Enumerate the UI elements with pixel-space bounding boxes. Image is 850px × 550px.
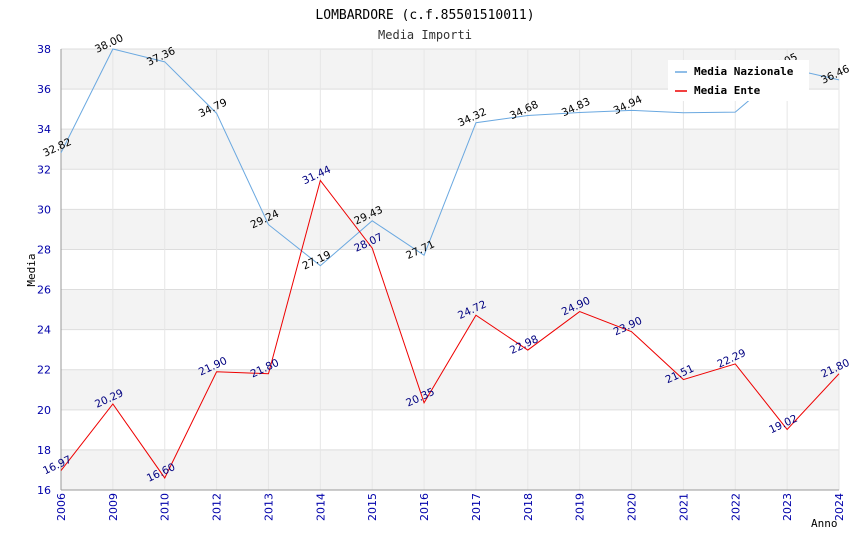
y-tick-label: 18 (37, 444, 51, 457)
x-tick-label: 2012 (211, 493, 224, 521)
x-tick-label: 2024 (833, 493, 846, 521)
y-tick-label: 32 (37, 163, 51, 176)
grid-lines (60, 48, 840, 491)
legend-label-media-ente: Media Ente (694, 84, 761, 97)
plot-bands (61, 49, 839, 490)
y-tick-label: 30 (37, 203, 51, 216)
x-tick-label: 2015 (366, 493, 379, 521)
plot-band (61, 129, 839, 170)
x-tick-label: 2021 (677, 493, 690, 521)
x-axis-label: Anno (811, 517, 838, 530)
y-tick-label: 38 (37, 43, 51, 56)
chart-subtitle: Media Importi (378, 28, 472, 42)
x-tick-label: 2013 (262, 493, 275, 521)
plot-band (61, 449, 839, 490)
y-tick-label: 28 (37, 243, 51, 256)
x-tick-label: 2017 (470, 493, 483, 521)
x-axis-ticks: 2006 2009 2010 2012 2013 2014 2015 2016 2017 2018… (55, 493, 846, 521)
legend: Media Nazionale Media Ente (668, 60, 809, 101)
data-label: 27.19 (301, 249, 333, 273)
series-line-media-ente (60, 179, 840, 479)
legend-label-media-nazionale: Media Nazionale (694, 65, 794, 78)
y-tick-label: 36 (37, 83, 51, 96)
data-label: 34.68 (508, 99, 540, 123)
plot-band (61, 369, 839, 410)
x-tick-label: 2022 (729, 493, 742, 521)
data-label: 22.98 (508, 333, 540, 357)
x-tick-label: 2016 (418, 493, 431, 521)
data-label: 34.94 (612, 93, 645, 117)
plot-band (61, 209, 839, 250)
data-label: 34.32 (456, 106, 488, 130)
x-tick-label: 2023 (781, 493, 794, 521)
plot-band (61, 289, 839, 330)
y-tick-label: 26 (37, 284, 51, 297)
y-tick-label: 22 (37, 364, 51, 377)
data-label: 22.29 (715, 347, 747, 371)
series-lines (60, 48, 840, 479)
x-tick-label: 2010 (159, 493, 172, 521)
legend-box (668, 60, 809, 101)
x-tick-label: 2006 (55, 493, 68, 521)
data-label: 34.83 (560, 96, 592, 120)
x-tick-label: 2009 (107, 493, 120, 521)
y-tick-label: 16 (37, 484, 51, 497)
x-tick-label: 2014 (314, 493, 327, 521)
series-line-media-nazionale (60, 48, 840, 267)
y-axis-ticks: 16 18 20 22 24 26 28 30 32 34 36 38 (37, 43, 51, 497)
y-tick-label: 20 (37, 404, 51, 417)
x-tick-label: 2019 (574, 493, 587, 521)
x-tick-label: 2020 (626, 493, 639, 521)
x-tick-label: 2018 (522, 493, 535, 521)
y-axis-label: Media (25, 253, 38, 286)
chart-title: LOMBARDORE (c.f.85501510011) (315, 8, 534, 23)
y-tick-label: 24 (37, 324, 51, 337)
y-tick-label: 34 (37, 123, 51, 136)
data-label: 34.79 (197, 96, 229, 120)
data-label: 19.02 (767, 413, 799, 437)
